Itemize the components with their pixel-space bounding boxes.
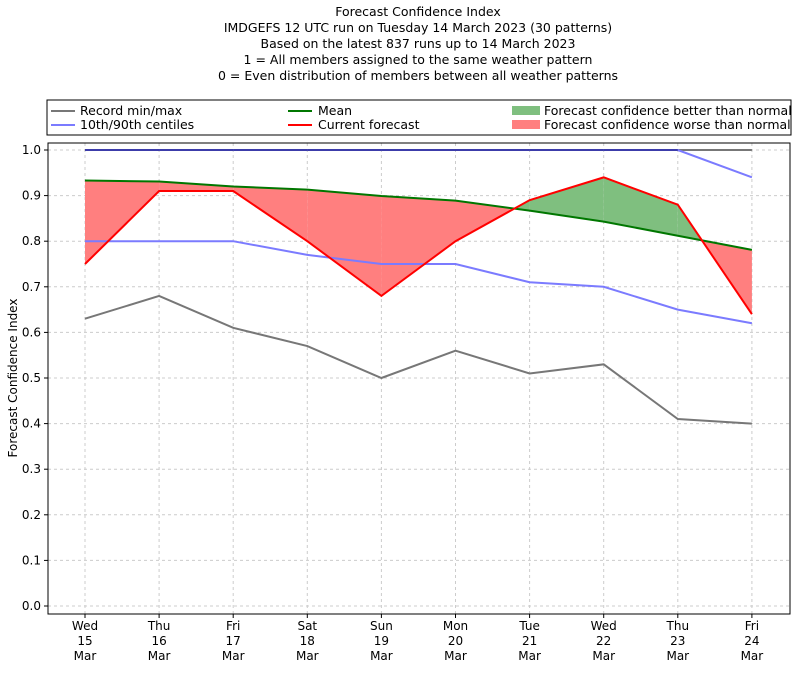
series-lines	[84, 149, 753, 425]
fill-better-than-normal	[603, 177, 678, 236]
y-tick-label: 0.1	[22, 553, 41, 567]
x-tick-label: Mar	[222, 649, 245, 663]
x-tick-label: Mar	[666, 649, 689, 663]
x-tick-label: 23	[670, 634, 685, 648]
x-tick-label: 17	[226, 634, 241, 648]
y-axis-label: Forecast Confidence Index	[6, 299, 20, 458]
fill-worse-than-normal	[455, 200, 515, 242]
x-tick-label: 24	[744, 634, 759, 648]
legend-frame	[46, 99, 792, 136]
x-tick-label: 19	[374, 634, 389, 648]
chart-subtitle-run: IMDGEFS 12 UTC run on Tuesday 14 March 2…	[223, 20, 613, 35]
x-tick-label: 22	[596, 634, 611, 648]
x-tick-label: 21	[522, 634, 537, 648]
series-line-current-forecast	[84, 176, 753, 315]
x-tick-label: Fri	[226, 619, 240, 633]
fill-worse-than-normal	[381, 196, 456, 296]
chart-title-block: Forecast Confidence Index IMDGEFS 12 UTC…	[0, 4, 800, 84]
x-tick-label: Mar	[444, 649, 467, 663]
legend-label-mean: Mean	[318, 103, 352, 118]
y-tick-label: 0.8	[22, 234, 41, 248]
x-axis: Wed15MarThu16MarFri17MarSat18MarSun19Mar…	[72, 614, 763, 663]
x-tick-label: Mar	[74, 649, 97, 663]
y-tick-label: 0.6	[22, 325, 41, 339]
x-tick-label: Wed	[591, 619, 617, 633]
x-tick-label: Mar	[148, 649, 171, 663]
legend-swatch-worse	[512, 120, 540, 129]
fill-worse-than-normal	[159, 181, 234, 192]
x-tick-label: Sun	[370, 619, 393, 633]
fill-worse-than-normal	[85, 180, 160, 264]
legend-swatch-better	[512, 106, 540, 115]
x-tick-label: 16	[151, 634, 166, 648]
legend-label-current: Current forecast	[318, 117, 420, 132]
x-tick-label: Mar	[296, 649, 319, 663]
y-tick-label: 0.7	[22, 280, 41, 294]
y-tick-label: 0.5	[22, 371, 41, 385]
series-line-10th-centile	[85, 240, 753, 325]
x-tick-label: Thu	[666, 619, 690, 633]
x-tick-label: 15	[77, 634, 92, 648]
legend: Record min/max 10th/90th centiles Mean C…	[46, 99, 792, 136]
y-tick-label: 1.0	[22, 143, 41, 157]
legend-label-better: Forecast confidence better than normal	[544, 103, 792, 118]
y-axis: 0.0 0.1 0.2 0.3 0.4 0.5 0.6 0.7 0.8 0.9 1.0	[22, 143, 48, 613]
x-tick-label: Tue	[518, 619, 540, 633]
fill-worse-than-normal	[307, 189, 382, 296]
chart-subtitle-basis: Based on the latest 837 runs up to 14 Ma…	[260, 36, 576, 51]
chart-title: Forecast Confidence Index	[335, 4, 501, 19]
series-line-90th-centile	[85, 149, 753, 179]
x-tick-label: Mar	[370, 649, 393, 663]
y-tick-label: 0.2	[22, 508, 41, 522]
chart-subtitle-scale-max: 1 = All members assigned to the same wea…	[243, 52, 593, 67]
x-tick-label: 20	[448, 634, 463, 648]
y-tick-label: 0.0	[22, 599, 41, 613]
x-tick-label: Wed	[72, 619, 98, 633]
x-tick-label: Mon	[443, 619, 468, 633]
series-line-record-min	[84, 294, 752, 425]
chart-subtitle-scale-min: 0 = Even distribution of members between…	[217, 68, 619, 83]
x-tick-label: Mar	[592, 649, 615, 663]
y-tick-label: 0.9	[22, 189, 41, 203]
legend-label-record: Record min/max	[80, 103, 182, 118]
x-tick-label: 18	[300, 634, 315, 648]
x-tick-label: Thu	[147, 619, 171, 633]
legend-label-centiles: 10th/90th centiles	[80, 117, 194, 132]
x-tick-label: Sat	[297, 619, 317, 633]
fill-better-than-normal	[529, 177, 604, 222]
x-tick-label: Fri	[745, 619, 759, 633]
y-tick-label: 0.4	[22, 417, 41, 431]
x-tick-label: Mar	[518, 649, 541, 663]
series-line-mean	[84, 179, 753, 251]
legend-label-worse: Forecast confidence worse than normal	[544, 117, 791, 132]
x-tick-label: Mar	[741, 649, 764, 663]
y-tick-label: 0.3	[22, 462, 41, 476]
